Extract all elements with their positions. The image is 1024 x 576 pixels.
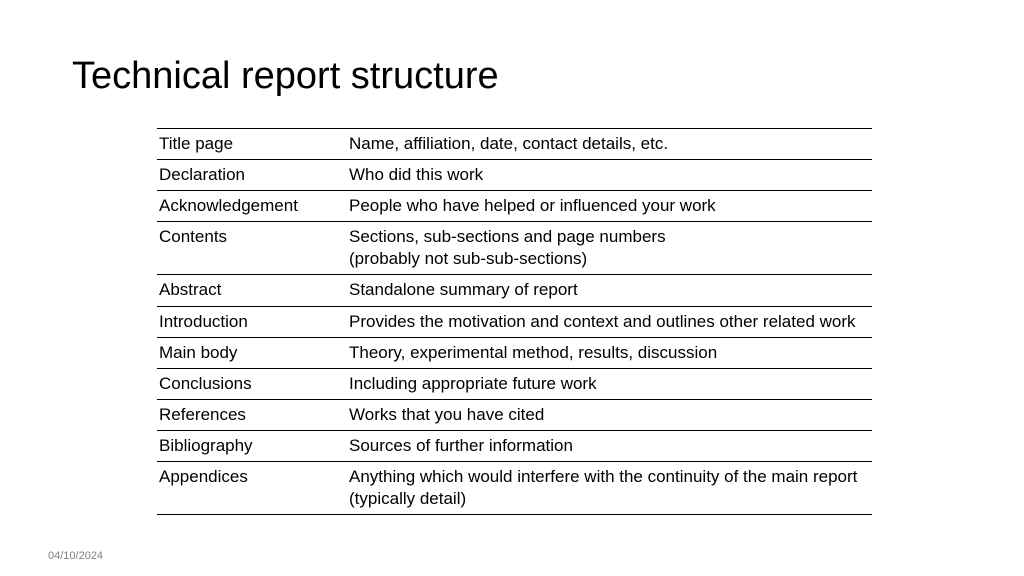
section-description: People who have helped or influenced you… — [347, 191, 872, 222]
section-description: Name, affiliation, date, contact details… — [347, 129, 872, 160]
table-row: ReferencesWorks that you have cited — [157, 399, 872, 430]
section-name: Title page — [157, 129, 347, 160]
section-description: Anything which would interfere with the … — [347, 462, 872, 515]
structure-table: Title pageName, affiliation, date, conta… — [157, 128, 872, 515]
section-name: Bibliography — [157, 430, 347, 461]
section-description: Sources of further information — [347, 430, 872, 461]
table-row: Main bodyTheory, experimental method, re… — [157, 337, 872, 368]
section-description: Sections, sub-sections and page numbers(… — [347, 222, 872, 275]
section-name: References — [157, 399, 347, 430]
structure-table-wrap: Title pageName, affiliation, date, conta… — [157, 128, 872, 515]
section-description: Works that you have cited — [347, 399, 872, 430]
table-row: AppendicesAnything which would interfere… — [157, 462, 872, 515]
table-row: ContentsSections, sub-sections and page … — [157, 222, 872, 275]
table-row: Title pageName, affiliation, date, conta… — [157, 129, 872, 160]
section-description: Provides the motivation and context and … — [347, 306, 872, 337]
section-description: Who did this work — [347, 160, 872, 191]
section-name: Acknowledgement — [157, 191, 347, 222]
section-name: Appendices — [157, 462, 347, 515]
section-name: Declaration — [157, 160, 347, 191]
section-description: Standalone summary of report — [347, 275, 872, 306]
table-row: DeclarationWho did this work — [157, 160, 872, 191]
table-row: BibliographySources of further informati… — [157, 430, 872, 461]
table-row: ConclusionsIncluding appropriate future … — [157, 368, 872, 399]
slide: Technical report structure Title pageNam… — [0, 0, 1024, 576]
section-name: Introduction — [157, 306, 347, 337]
page-title: Technical report structure — [72, 55, 499, 98]
section-name: Contents — [157, 222, 347, 275]
section-name: Abstract — [157, 275, 347, 306]
table-row: AbstractStandalone summary of report — [157, 275, 872, 306]
section-name: Conclusions — [157, 368, 347, 399]
footer-date: 04/10/2024 — [48, 550, 103, 562]
section-description: Theory, experimental method, results, di… — [347, 337, 872, 368]
section-description: Including appropriate future work — [347, 368, 872, 399]
table-row: IntroductionProvides the motivation and … — [157, 306, 872, 337]
section-name: Main body — [157, 337, 347, 368]
table-row: AcknowledgementPeople who have helped or… — [157, 191, 872, 222]
